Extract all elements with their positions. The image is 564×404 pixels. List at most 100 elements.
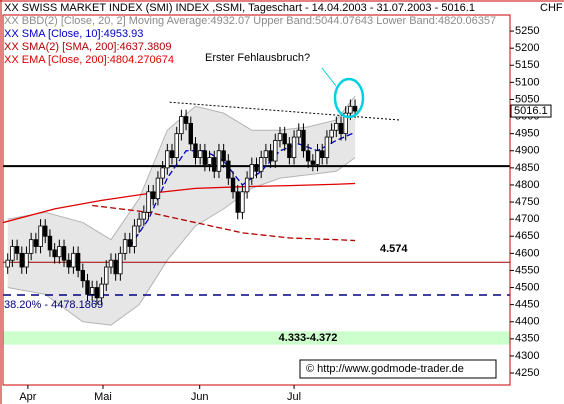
candle-body <box>94 287 100 299</box>
candle-body <box>165 150 170 169</box>
annotation-arrow <box>321 67 337 87</box>
candle-body <box>43 225 48 237</box>
level-label: 4.574 <box>380 243 408 255</box>
candle-body <box>296 129 301 138</box>
candle-body <box>75 252 81 271</box>
candle-body <box>282 133 287 145</box>
y-tick-label: 5200 <box>515 42 539 54</box>
candle-body <box>146 191 151 213</box>
candle-body <box>24 252 29 268</box>
candle-body <box>230 177 236 193</box>
candle-body <box>197 150 203 158</box>
y-tick-label: 4700 <box>515 213 539 225</box>
y-tick-label: 4900 <box>515 145 539 157</box>
candle-body <box>315 150 320 165</box>
highlight-ellipse <box>333 77 365 119</box>
candle-body <box>193 143 198 158</box>
candle-body <box>291 136 297 158</box>
y-tick-label: 4400 <box>515 316 539 328</box>
candle-body <box>324 136 330 158</box>
candle-body <box>160 167 165 179</box>
y-tick-label: 4950 <box>515 128 539 140</box>
candle-body <box>47 235 53 251</box>
candle-body <box>320 150 325 158</box>
candle-body <box>277 133 283 141</box>
candle-body <box>155 177 161 200</box>
candle-body <box>348 105 353 114</box>
y-tick-label: 4750 <box>515 196 539 208</box>
y-tick-label: 4600 <box>515 247 539 259</box>
candle-body <box>33 239 39 247</box>
candle-body <box>14 246 20 254</box>
candle-body <box>334 123 339 131</box>
candle-body <box>329 129 334 138</box>
y-tick-label: 5150 <box>515 59 539 71</box>
legend-entry: XX EMA [Close, 200]:4804.270674 <box>4 54 174 66</box>
legend-entry: XX BBD(2) [Close, 20, 2] Moving Average:… <box>4 15 496 27</box>
level-label: 38.20% - 4478.1869 <box>4 299 103 311</box>
candle-body <box>310 160 316 165</box>
y-tick-label: 5250 <box>515 25 539 37</box>
candle-body <box>132 225 137 247</box>
x-tick-label: Apr <box>19 391 36 403</box>
candle-body <box>5 259 10 268</box>
candle-body <box>202 150 208 165</box>
y-tick-label: 4500 <box>515 281 539 293</box>
x-tick-label: Jun <box>191 391 209 403</box>
candle-body <box>108 259 114 268</box>
candle-body <box>104 266 109 285</box>
currency: CHF <box>540 2 563 14</box>
candle-body <box>66 259 71 268</box>
candle-body <box>268 150 273 162</box>
candle-body <box>221 150 226 162</box>
band-line <box>7 157 356 326</box>
last-price-label: 5016.1 <box>514 105 548 117</box>
candle-body <box>136 218 142 227</box>
candle-body <box>118 252 123 275</box>
y-tick-label: 4550 <box>515 264 539 276</box>
candle-body <box>235 191 240 213</box>
candle-body <box>80 270 86 282</box>
band-fill <box>7 96 356 326</box>
candle-body <box>99 283 104 299</box>
y-tick-label: 4850 <box>515 162 539 174</box>
zone-label: 4.333-4.372 <box>279 332 338 344</box>
legend-entry: XX SMA(2) [SMA, 200]:4637.3809 <box>4 41 172 53</box>
legend-entry: XX SMA [Close, 10]:4953.93 <box>4 28 143 40</box>
copyright-box <box>299 359 497 379</box>
candle-body <box>258 157 264 172</box>
y-tick-label: 4300 <box>515 350 539 362</box>
candle-body <box>169 150 175 158</box>
plot: 4.333-4.372 4.574 38.20% - 4478.1869 <box>3 95 510 345</box>
candle-body <box>89 287 95 295</box>
candle-body <box>212 157 217 172</box>
candle-body <box>141 211 147 220</box>
candle-body <box>52 249 57 258</box>
y-tick-label: 4650 <box>515 230 539 242</box>
candle-body <box>188 123 193 145</box>
plot-frame <box>2 14 511 386</box>
moving-average <box>3 182 356 224</box>
candle-body <box>183 116 189 124</box>
candle-body <box>28 239 34 254</box>
last-price-box <box>510 104 552 118</box>
candle-body <box>254 164 259 172</box>
candle-body <box>226 160 231 179</box>
candle-body <box>127 239 132 247</box>
candle-body <box>240 191 245 213</box>
candle-body <box>249 164 255 179</box>
candle-body <box>113 259 118 275</box>
candle-body <box>38 225 43 247</box>
copyright: © http://www.godmode-trader.de <box>306 363 464 375</box>
candle-body <box>19 252 24 268</box>
y-tick-label: 4250 <box>515 367 539 379</box>
support-zone <box>3 331 510 345</box>
candle-body <box>273 140 278 162</box>
candle-body <box>244 177 250 193</box>
candle-body <box>122 239 128 254</box>
candle-body <box>216 150 222 172</box>
candle-body <box>301 129 306 152</box>
y-tick-label: 5050 <box>515 93 539 105</box>
candle-body <box>57 246 62 258</box>
